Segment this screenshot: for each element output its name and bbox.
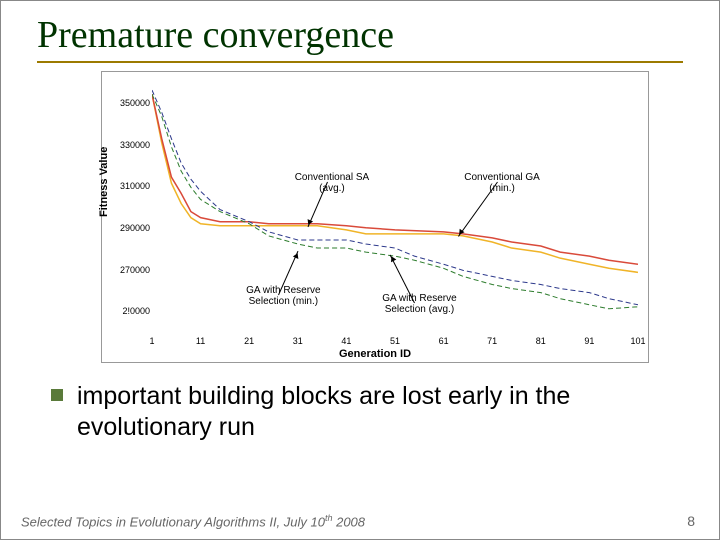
chart-xtick: 61 [439, 336, 449, 346]
chart-xtick: 31 [293, 336, 303, 346]
bullet-text: important building blocks are lost early… [77, 381, 679, 444]
footer-year: 2008 [332, 514, 365, 529]
chart-xtick: 21 [244, 336, 254, 346]
chart-xtick: 11 [196, 336, 205, 346]
chart-annotation: Conventional GA(min.) [457, 172, 547, 194]
chart-xtick: 71 [487, 336, 497, 346]
title-container: Premature convergence [37, 13, 683, 63]
chart-ytick: 2!0000 [120, 306, 150, 316]
chart-xtick: 101 [630, 336, 645, 346]
chart-ytick: 270000 [120, 265, 150, 275]
chart-xtick: 1 [149, 336, 154, 346]
slide-title: Premature convergence [37, 14, 394, 56]
chart-annotation: GA with ReserveSelection (avg.) [374, 293, 464, 315]
chart-xtick: 81 [536, 336, 546, 346]
chart-annotation: Conventional SA(avg.) [287, 172, 377, 194]
chart-ytick: 290000 [120, 223, 150, 233]
footer-main: Selected Topics in Evolutionary Algorith… [21, 514, 325, 529]
chart-ytick: 310000 [120, 181, 150, 191]
page-number: 8 [687, 513, 695, 529]
chart-ytick: 350000 [120, 98, 150, 108]
footer-text: Selected Topics in Evolutionary Algorith… [21, 513, 365, 529]
chart-xtick: 41 [341, 336, 351, 346]
bullet-icon [51, 389, 63, 401]
chart-xlabel: Generation ID [339, 348, 411, 360]
chart-xtick: 51 [390, 336, 400, 346]
chart-annotation: GA with ReserveSelection (min.) [238, 285, 328, 307]
chart-ylabel: Fitness Value [98, 147, 110, 217]
chart-ytick: 330000 [120, 140, 150, 150]
bullet-row: important building blocks are lost early… [51, 381, 679, 444]
fitness-chart: Fitness Value Generation ID 2!0000 270000… [101, 71, 649, 363]
chart-xtick: 91 [584, 336, 594, 346]
chart-plot [152, 82, 638, 325]
